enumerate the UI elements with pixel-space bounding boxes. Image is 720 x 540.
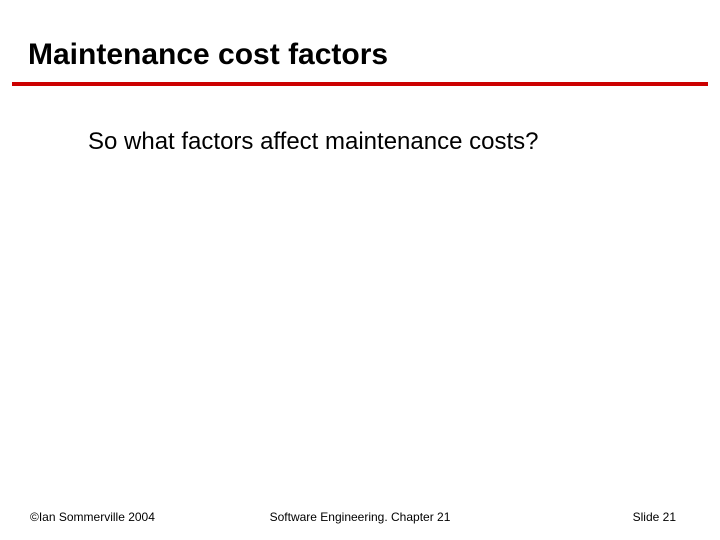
footer: ©Ian Sommerville 2004 Software Engineeri… <box>0 510 720 524</box>
title-underline <box>12 82 708 86</box>
slide-title: Maintenance cost factors <box>28 38 388 72</box>
footer-slide-number: Slide 21 <box>633 510 676 524</box>
body-text: So what factors affect maintenance costs… <box>88 128 538 156</box>
footer-chapter: Software Engineering. Chapter 21 <box>270 510 451 524</box>
footer-copyright: ©Ian Sommerville 2004 <box>30 510 155 524</box>
